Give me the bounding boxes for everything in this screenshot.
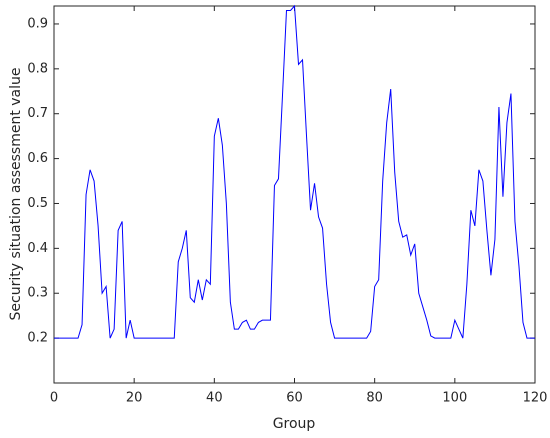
x-tick-label: 60 [286, 391, 303, 406]
x-axis-label: Group [273, 416, 316, 432]
data-line [54, 4, 535, 339]
y-tick-label: 0.6 [27, 151, 48, 166]
y-tick-label: 0.5 [27, 196, 48, 211]
y-tick-label: 0.8 [27, 61, 48, 76]
x-tick-label: 80 [366, 391, 383, 406]
x-tick-label: 0 [50, 391, 58, 406]
x-tick-label: 120 [523, 391, 548, 406]
y-tick-label: 0.3 [27, 286, 48, 301]
y-tick-label: 0.9 [27, 16, 48, 31]
y-tick-label: 0.4 [27, 241, 48, 256]
x-tick-label: 20 [126, 391, 143, 406]
y-axis-label: Security situation assessment value [8, 67, 24, 320]
y-tick-label: 0.2 [27, 331, 48, 346]
x-tick-label: 40 [206, 391, 223, 406]
y-tick-label: 0.7 [27, 106, 48, 121]
x-tick-label: 100 [442, 391, 467, 406]
